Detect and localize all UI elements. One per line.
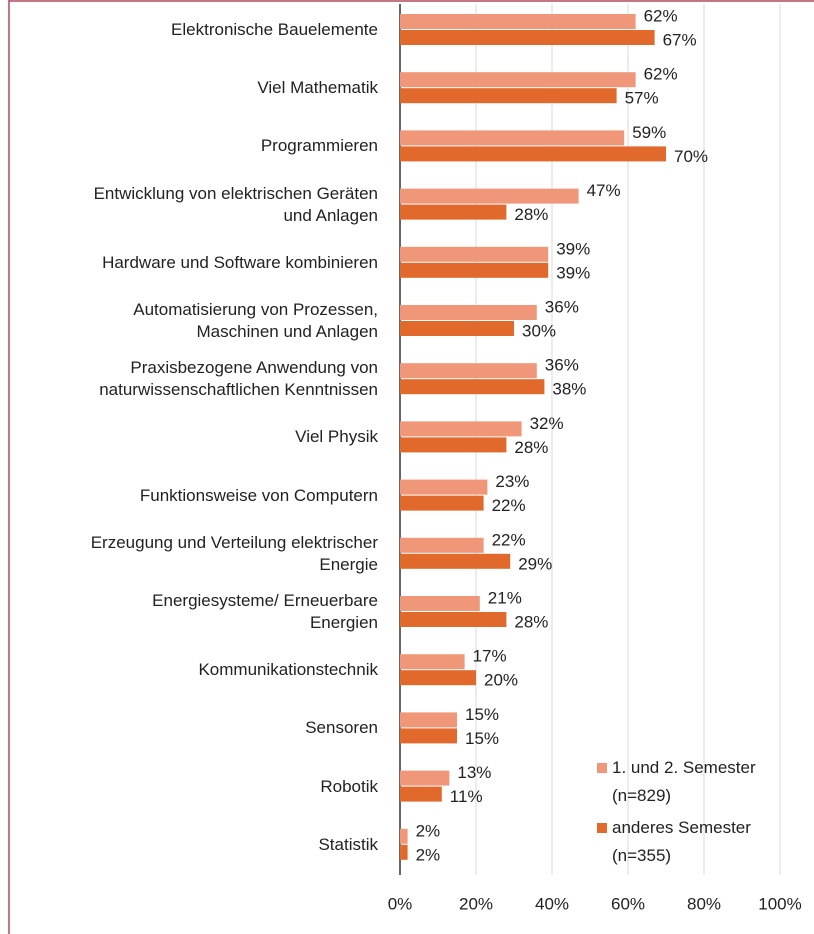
bar <box>400 728 457 744</box>
bar <box>400 786 442 802</box>
bar <box>400 204 507 220</box>
bar <box>400 479 488 495</box>
value-label: 47% <box>587 181 621 200</box>
category-label: Entwicklung von elektrischen Geräten und… <box>93 183 378 225</box>
value-label: 11% <box>450 787 483 806</box>
category-label: Sensoren <box>305 718 378 738</box>
value-label: 28% <box>514 438 548 457</box>
value-label: 28% <box>514 612 548 631</box>
category-label: Elektronische Bauelemente <box>171 20 378 39</box>
value-label: 62% <box>644 6 678 25</box>
legend-label: anderes Semester (n=355) <box>612 818 751 865</box>
value-label: 62% <box>644 65 678 84</box>
value-label: 13% <box>457 763 491 782</box>
bar <box>400 712 457 728</box>
bar <box>400 670 476 686</box>
value-label: 38% <box>552 380 586 399</box>
value-label: 36% <box>545 297 579 316</box>
value-label: 57% <box>625 89 659 108</box>
value-label: 32% <box>530 414 564 433</box>
category-label: Viel Mathematik <box>257 78 378 98</box>
legend-label: 1. und 2. Semester (n=829) <box>612 758 756 805</box>
value-label: 39% <box>556 239 590 258</box>
value-label: 15% <box>465 705 499 724</box>
category-label: Robotik <box>320 776 378 796</box>
value-label: 2% <box>416 821 441 840</box>
bar <box>400 437 507 453</box>
value-label: 15% <box>465 729 499 748</box>
category-label: Kommunikationstechnik <box>198 660 378 680</box>
x-tick-label: 60% <box>611 894 645 913</box>
bar <box>400 14 636 29</box>
value-label: 29% <box>518 554 552 573</box>
value-label: 30% <box>522 321 556 340</box>
value-label: 17% <box>473 647 507 666</box>
bar <box>400 321 514 336</box>
bar <box>400 130 625 146</box>
category-label: Praxisbezogene Anwendung von naturwissen… <box>99 358 378 400</box>
category-label: Erzeugung und Verteilung elektrischer En… <box>90 532 378 574</box>
value-label: 22% <box>492 496 526 515</box>
value-label: 36% <box>545 356 579 375</box>
bar <box>400 30 655 45</box>
bar <box>400 246 549 262</box>
x-tick-label: 100% <box>758 894 801 913</box>
category-label: Statistik <box>318 834 378 854</box>
value-label: 2% <box>416 845 441 864</box>
bar <box>400 379 545 395</box>
category-label: Energiesysteme/ Erneuerbare Energien <box>152 591 378 632</box>
bar <box>400 363 537 379</box>
value-label: 59% <box>632 123 666 142</box>
bar <box>400 305 537 320</box>
legend-swatch <box>597 763 607 773</box>
x-tick-label: 80% <box>687 894 721 913</box>
category-label: Programmieren <box>260 136 378 156</box>
bar <box>400 88 617 104</box>
legend-swatch <box>597 823 607 833</box>
bar <box>400 770 450 786</box>
bar <box>400 654 465 670</box>
value-label: 22% <box>492 530 526 549</box>
bar <box>400 188 579 204</box>
category-label: Viel Physik <box>295 427 378 447</box>
bar <box>400 262 549 278</box>
x-tick-label: 40% <box>535 894 569 913</box>
bar <box>400 421 522 437</box>
bar <box>400 537 484 553</box>
value-label: 28% <box>514 205 548 224</box>
value-label: 23% <box>495 472 529 491</box>
value-label: 21% <box>488 588 522 607</box>
bar <box>400 495 484 511</box>
category-label: Automatisierung von Prozessen, Maschinen… <box>133 300 378 341</box>
bar <box>400 72 636 88</box>
value-label: 20% <box>484 671 518 690</box>
category-label: Funktionsweise von Computern <box>139 485 378 505</box>
category-label: Hardware und Software kombinieren <box>102 252 378 272</box>
bar <box>400 553 511 569</box>
bar <box>400 844 408 860</box>
value-label: 70% <box>674 147 708 166</box>
bar <box>400 612 507 627</box>
value-label: 67% <box>663 30 697 49</box>
x-tick-label: 0% <box>388 894 413 913</box>
bar <box>400 828 408 844</box>
bar <box>400 146 666 162</box>
x-tick-label: 20% <box>459 894 493 913</box>
value-label: 39% <box>556 263 590 282</box>
bar <box>400 596 480 611</box>
